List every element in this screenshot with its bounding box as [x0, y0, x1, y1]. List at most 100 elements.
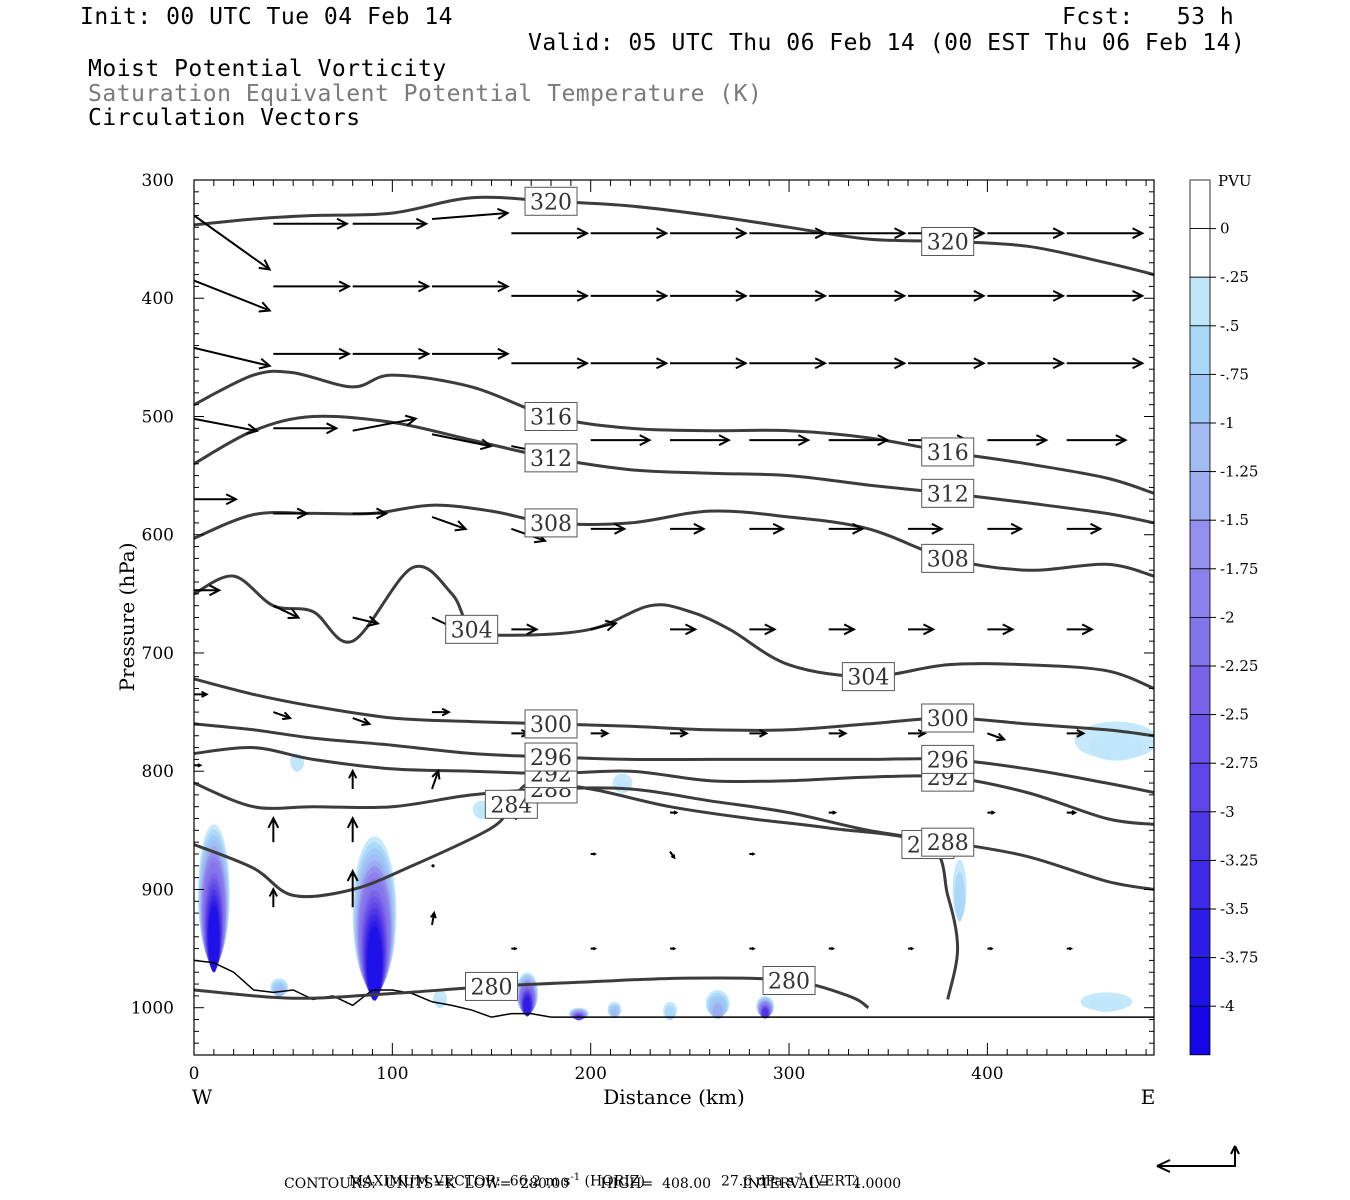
horiz-unit: (HORIZ)	[584, 1173, 645, 1190]
theta-contour	[194, 746, 1154, 826]
axes-layer: 300 400 500 600 700 800 900 1000 0 100 200 300 400	[131, 171, 1154, 1084]
colorbar-swatch	[1189, 325, 1211, 375]
contour-label: 304	[445, 614, 499, 644]
circulation-vector	[1066, 227, 1145, 240]
circulation-vector	[828, 434, 890, 447]
circulation-vector	[352, 414, 418, 432]
circulation-vector	[749, 289, 828, 302]
circulation-vector	[749, 729, 769, 738]
y-tick-label: 900	[142, 880, 174, 900]
svg-text:308: 308	[530, 512, 572, 537]
contour-label: 308	[921, 543, 975, 573]
circulation-vector	[431, 433, 493, 451]
theta-contour	[194, 780, 960, 1000]
circulation-vector	[431, 516, 468, 532]
pv-blob	[432, 989, 447, 1009]
circulation-vector	[828, 729, 848, 738]
max-vector-label: MAXIMUM VECTOR:	[348, 1173, 501, 1190]
plot-frame	[193, 179, 1155, 1056]
circulation-vector	[670, 522, 706, 535]
colorbar-swatch	[1189, 519, 1211, 570]
theta-contour	[194, 722, 1154, 794]
field-title-pv: Moist Potential Vorticity	[88, 56, 447, 82]
contour-label: 316	[524, 401, 578, 431]
colorbar-label: -2.75	[1220, 754, 1258, 772]
colorbar-label: -3.75	[1220, 949, 1258, 967]
circulation-vector	[273, 347, 352, 360]
circulation-vector	[511, 357, 590, 370]
circulation-vector	[272, 604, 301, 619]
svg-text:312: 312	[530, 447, 572, 472]
circulation-vector	[1066, 434, 1128, 447]
circulation-vector	[828, 357, 907, 370]
circulation-vector	[670, 946, 677, 951]
circulation-vector	[1066, 729, 1086, 738]
circulation-vector	[590, 357, 669, 370]
colorbar-swatch	[1189, 617, 1211, 667]
colorbar-label: -3.25	[1220, 851, 1258, 869]
horiz-value: 66.2 m s	[509, 1173, 571, 1190]
circulation-vector	[670, 227, 748, 240]
circulation-vector	[828, 522, 865, 535]
circulation-vector	[749, 623, 777, 636]
colorbar-label: -.25	[1220, 268, 1249, 286]
circulation-vector	[590, 729, 610, 738]
circulation-vector	[828, 946, 836, 951]
theta-contour	[194, 195, 1154, 277]
circulation-vector	[273, 280, 352, 293]
theta-contour	[194, 369, 1154, 495]
circulation-vector	[346, 868, 359, 908]
contour-label: 312	[921, 478, 975, 508]
circulation-vector	[987, 434, 1049, 447]
contour-label: 316	[921, 437, 975, 467]
svg-text:280: 280	[471, 975, 513, 1000]
x-tick-label: 0	[189, 1064, 200, 1084]
circulation-vector	[908, 623, 936, 636]
y-tick-label: 1000	[131, 999, 174, 1019]
circulation-vector	[194, 279, 272, 313]
contour-label: 288	[921, 827, 975, 857]
contour-label: 280	[465, 971, 519, 1001]
circulation-vector	[1066, 946, 1074, 951]
contour-label: 300	[921, 703, 975, 733]
vert-unit: (VERT)	[808, 1173, 860, 1190]
circulation-vector	[1066, 809, 1078, 816]
contour-label: 320	[921, 226, 975, 256]
svg-text:296: 296	[927, 748, 969, 773]
circulation-vector	[908, 522, 944, 535]
y-tick-label: 600	[142, 526, 174, 546]
colorbar-label: -1.75	[1220, 560, 1258, 578]
svg-text:300: 300	[927, 707, 969, 732]
colorbar-swatch	[1189, 1005, 1211, 1056]
pv-blob	[756, 995, 775, 1019]
colorbar-swatch	[1189, 811, 1211, 861]
colorbar-label: -1	[1220, 414, 1235, 432]
circulation-vector	[590, 289, 669, 302]
colorbar-swatch	[1189, 568, 1211, 618]
colorbar-swatch	[1189, 276, 1211, 327]
circulation-vector	[511, 289, 590, 302]
colorbar-swatch	[1189, 957, 1211, 1007]
pv-blob	[197, 824, 230, 973]
y-tick-label: 800	[142, 762, 174, 782]
contour-label: 304	[841, 662, 895, 692]
circulation-vector	[987, 732, 1007, 742]
circulation-vector	[670, 810, 679, 815]
colorbar-swatch	[1189, 908, 1211, 958]
circulation-vector	[352, 217, 429, 230]
circulation-vector	[273, 217, 350, 230]
theta-contour-layer	[194, 195, 1154, 1009]
colorbar-label: -.5	[1220, 317, 1239, 335]
colorbar-label: -1.25	[1220, 463, 1258, 481]
colorbar-title: PVU	[1218, 172, 1252, 190]
circulation-vector	[431, 207, 510, 221]
circulation-vector	[267, 815, 280, 843]
svg-text:304: 304	[847, 666, 889, 691]
pv-blob	[1074, 721, 1154, 761]
x-tick-label: 200	[574, 1064, 606, 1084]
west-label: W	[192, 1085, 213, 1109]
colorbar-swatch	[1189, 762, 1211, 813]
colorbar-label: 0	[1220, 220, 1230, 238]
circulation-vector	[431, 864, 435, 868]
